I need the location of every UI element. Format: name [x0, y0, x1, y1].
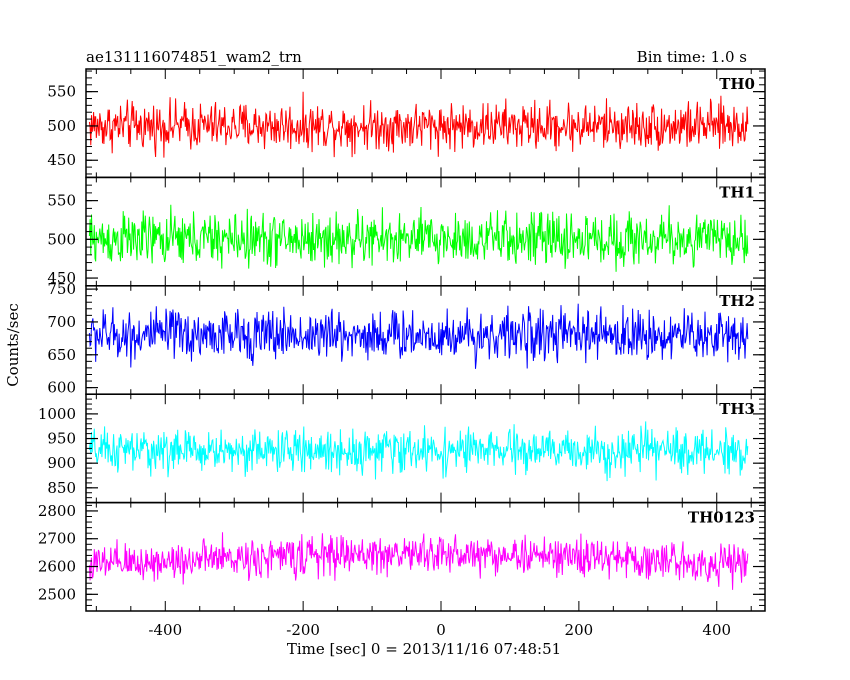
y-tick-label: 600	[47, 379, 76, 397]
series-line-th0	[88, 91, 749, 158]
x-tick-label: -400	[148, 621, 182, 639]
bin-time-label: Bin time: 1.0 s	[637, 48, 747, 66]
y-tick-label: 450	[47, 269, 76, 287]
x-tick-label: 200	[565, 621, 594, 639]
panel-name-label: TH1	[719, 183, 755, 201]
source-name-label: ae131116074851_wam2_trn	[86, 48, 302, 66]
y-tick-label: 1000	[38, 405, 76, 423]
panel-th0: 450 500 550 TH0	[47, 68, 766, 179]
panel-name-label: TH0123	[688, 509, 755, 527]
series-line-th3	[88, 421, 749, 482]
y-tick-label: 2500	[38, 585, 76, 603]
y-tick-label: 450	[47, 151, 76, 169]
x-axis-label: Time [sec] 0 = 2013/11/16 07:48:51	[287, 640, 561, 658]
y-tick-label: 750	[47, 280, 76, 298]
y-tick-label: 650	[47, 346, 76, 364]
panel-name-label: TH2	[719, 292, 755, 310]
y-tick-label: 550	[47, 192, 76, 210]
y-tick-label: 950	[47, 430, 76, 448]
y-tick-label: 550	[47, 83, 76, 101]
y-tick-label: 850	[47, 479, 76, 497]
panels-group: 450 500 550 TH0 450 500 550 TH1 600 650 700 750 TH2 8…	[38, 68, 766, 612]
y-tick-label: 700	[47, 313, 76, 331]
panel-name-label: TH3	[719, 400, 755, 418]
y-tick-label: 500	[47, 117, 76, 135]
panel-th0123: 2500 2600 2700 2800 TH0123	[38, 501, 766, 612]
x-tick-label: 0	[436, 621, 446, 639]
y-tick-label: 500	[47, 230, 76, 248]
panel-th2: 600 650 700 750 TH2	[47, 280, 766, 397]
y-axis-label: Counts/sec	[4, 303, 22, 387]
x-axis: -400 -200 0 200 400	[148, 621, 731, 639]
y-tick-label: 900	[47, 454, 76, 472]
x-tick-label: 400	[702, 621, 731, 639]
panel-th3: 850 900 950 1000 TH3	[38, 393, 766, 504]
y-tick-label: 2600	[38, 558, 76, 576]
panel-name-label: TH0	[719, 75, 755, 93]
y-tick-label: 2700	[38, 530, 76, 548]
y-tick-label: 2800	[38, 502, 76, 520]
series-line-th1	[88, 204, 749, 272]
x-tick-label: -200	[286, 621, 320, 639]
panel-th1: 450 500 550 TH1	[47, 176, 766, 287]
panel-frame	[85, 501, 766, 612]
series-line-th0123	[88, 532, 749, 590]
series-line-th2	[88, 303, 749, 369]
